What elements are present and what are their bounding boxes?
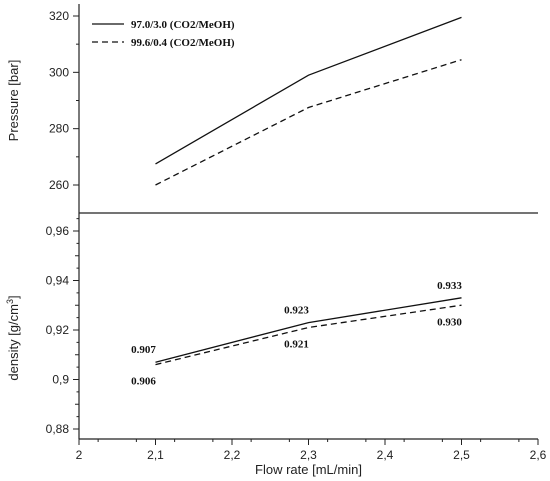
pressure-panel: 260 280 300 320 Pressure [bar] 97.0/3.0 (CO2/… xyxy=(6,9,462,192)
x-axis-title: Flow rate [mL/min] xyxy=(255,462,362,477)
data-label: 0.907 xyxy=(131,344,156,356)
x-tick-label: 2,4 xyxy=(377,448,394,462)
x-tick-label: 2,5 xyxy=(453,448,470,462)
y-axis-title-end: ] xyxy=(6,295,21,299)
x-tick-label: 2 xyxy=(76,448,83,462)
x-tick-label: 2,1 xyxy=(147,448,164,462)
data-label: 0.921 xyxy=(284,339,309,351)
y-tick-label: 320 xyxy=(49,9,69,23)
x-tick-label: 2,2 xyxy=(224,448,241,462)
density-panel: 0,88 0,9 0,92 0,94 0,96 density [g/cm3] 2 2,1 2,… xyxy=(5,218,547,477)
y-tick-label: 0,94 xyxy=(46,274,70,288)
y-tick-label: 0,92 xyxy=(46,323,70,337)
y-tick-label: 0,9 xyxy=(52,373,69,387)
data-label: 0.906 xyxy=(131,376,156,388)
data-label: 0.923 xyxy=(284,305,309,317)
legend-label: 97.0/3.0 (CO2/MeOH) xyxy=(131,19,235,31)
x-tick-label: 2,3 xyxy=(300,448,317,462)
density-series-line-2 xyxy=(155,304,462,366)
y-tick-label: 260 xyxy=(49,178,69,192)
data-label: 0.930 xyxy=(437,316,462,328)
y-tick-label: 0,88 xyxy=(46,422,70,436)
pressure-series-line-1 xyxy=(155,16,462,165)
y-tick-label: 280 xyxy=(49,122,69,136)
y-axis-title: Pressure [bar] xyxy=(6,60,21,142)
y-axis-title-sup: 3 xyxy=(5,299,15,304)
y-tick-label: 0,96 xyxy=(46,224,70,238)
y-axis-title: density [g/cm3] xyxy=(5,295,21,380)
data-label: 0.933 xyxy=(437,280,462,292)
y-axis-title-main: density [g/cm xyxy=(6,304,21,381)
density-series-line-1 xyxy=(155,297,462,363)
y-tick-label: 300 xyxy=(49,65,69,79)
pressure-series-line-2 xyxy=(155,59,462,186)
x-tick-label: 2,6 xyxy=(530,448,547,462)
legend-label: 99.6/0.4 (CO2/MeOH) xyxy=(131,37,235,49)
